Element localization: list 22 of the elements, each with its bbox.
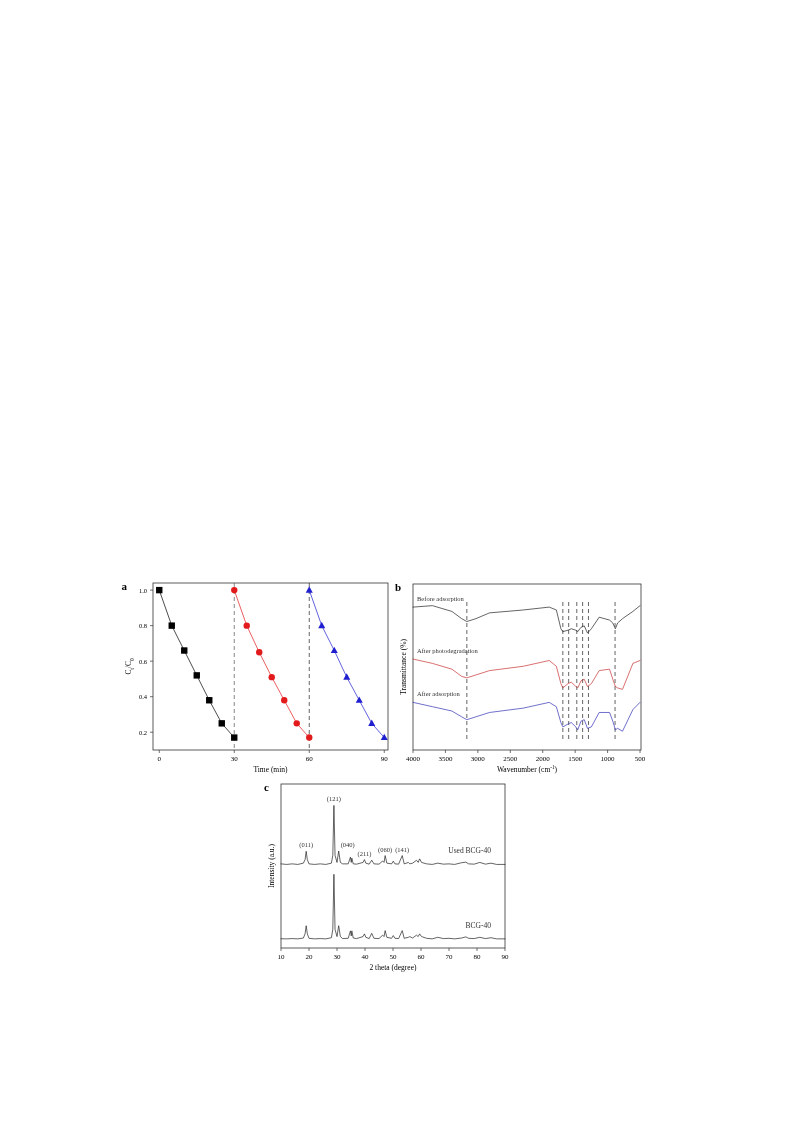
point: [355, 696, 363, 703]
point: [168, 622, 175, 629]
point: [305, 586, 313, 593]
point: [306, 734, 313, 741]
point: [268, 673, 275, 681]
point: [181, 647, 188, 654]
point: [231, 586, 238, 594]
chart-title: c: [264, 781, 270, 793]
point: [343, 673, 351, 680]
point: [318, 621, 326, 629]
point: [368, 719, 376, 726]
point: [380, 733, 388, 741]
point: [231, 734, 238, 741]
point: [293, 720, 300, 727]
chart-title: b: [394, 581, 401, 593]
chart-title: a: [121, 580, 128, 592]
point: [218, 720, 225, 727]
point: [330, 646, 338, 654]
point: [243, 622, 250, 629]
point: [193, 672, 200, 679]
point: [281, 697, 288, 704]
point: [256, 649, 263, 656]
